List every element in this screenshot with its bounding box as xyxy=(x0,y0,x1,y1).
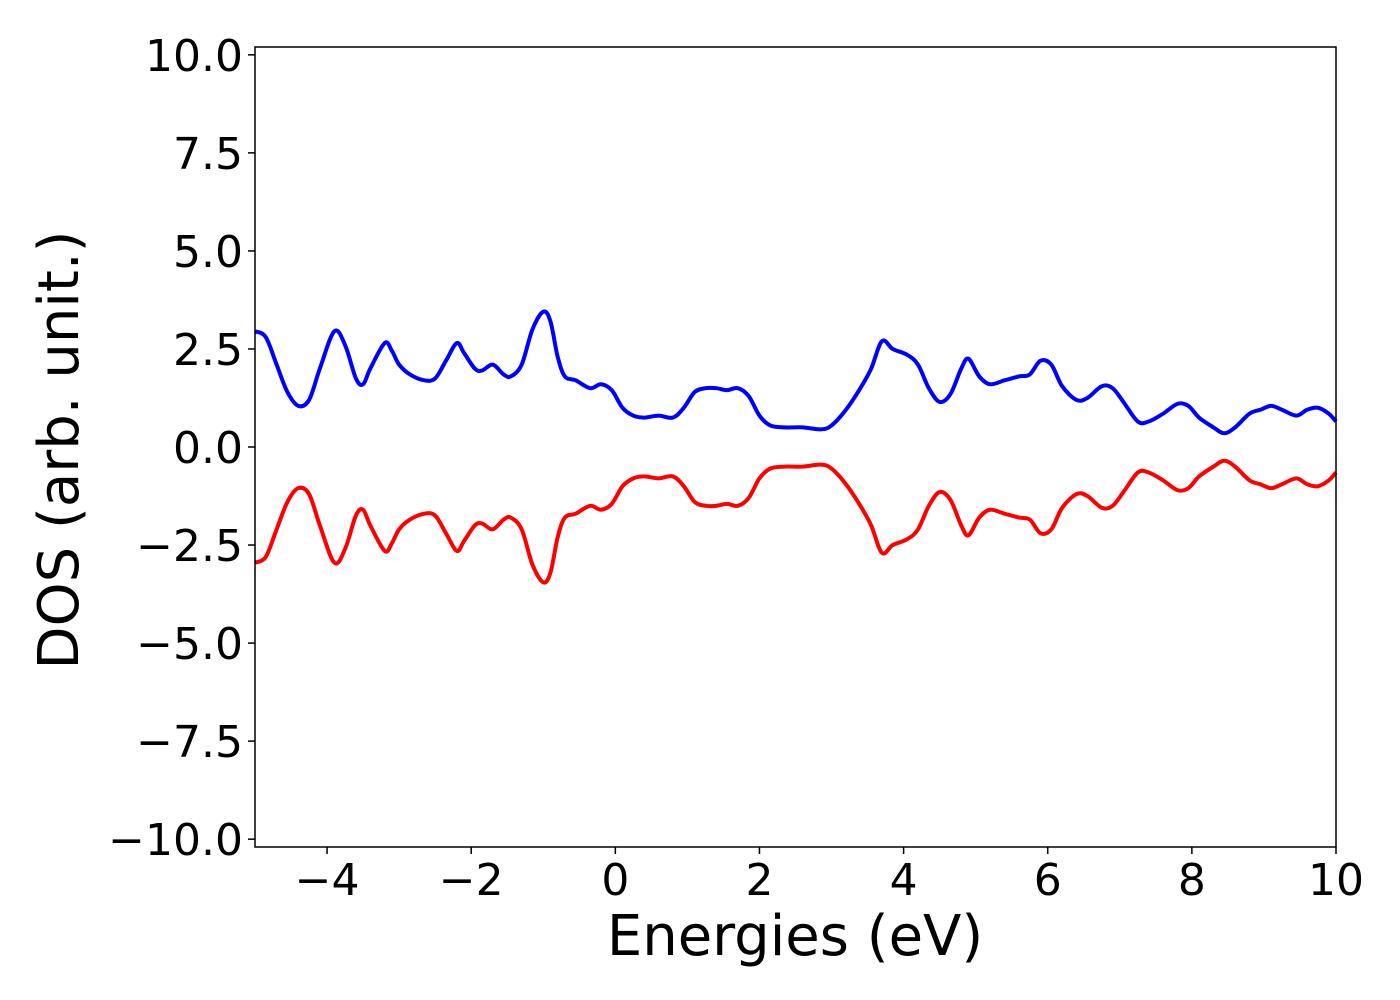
y-tick-label: −7.5 xyxy=(136,717,243,768)
y-tick-label: −2.5 xyxy=(136,521,243,572)
x-tick-label: −4 xyxy=(295,855,360,906)
y-tick-label: 10.0 xyxy=(145,31,243,82)
x-tick-label: 4 xyxy=(890,855,918,906)
y-tick-label: 7.5 xyxy=(173,129,243,180)
x-axis-ticks: −4 −2 0 2 4 6 8 10 xyxy=(295,847,1364,906)
series-layer xyxy=(254,309,1338,585)
y-tick-label: −10.0 xyxy=(108,815,243,866)
x-tick-label: 8 xyxy=(1178,855,1206,906)
x-tick-label: 6 xyxy=(1034,855,1062,906)
x-tick-label: 10 xyxy=(1308,855,1364,906)
y-tick-label: 2.5 xyxy=(173,325,243,376)
y-tick-label: 5.0 xyxy=(173,227,243,278)
y-axis-label: DOS (arb. unit.) xyxy=(27,230,92,669)
plot-frame xyxy=(254,46,1337,848)
series-line-1 xyxy=(254,309,1338,436)
x-tick-label: −2 xyxy=(439,855,504,906)
y-axis-ticks: −10.0 −7.5 −5.0 −2.5 0.0 2.5 5.0 7.5 10.0 xyxy=(108,31,255,866)
series-line-2 xyxy=(254,458,1338,585)
x-axis-label: Energies (eV) xyxy=(607,904,983,969)
x-tick-label: 0 xyxy=(601,855,629,906)
x-tick-label: 2 xyxy=(745,855,773,906)
y-tick-label: −5.0 xyxy=(136,619,243,670)
y-tick-label: 0.0 xyxy=(173,423,243,474)
